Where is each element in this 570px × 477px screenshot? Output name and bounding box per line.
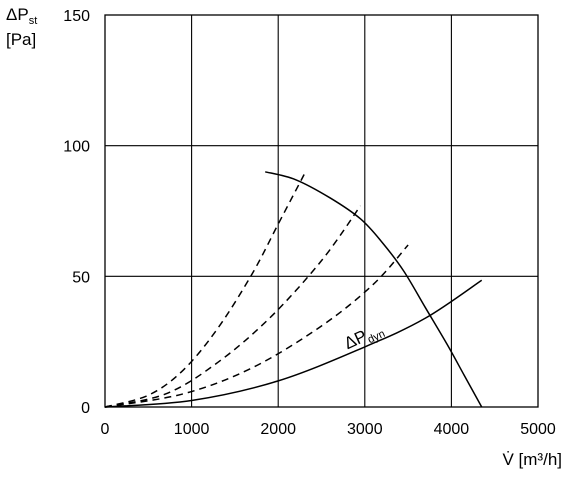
annotation-sub: dyn <box>366 328 387 346</box>
y-axis-label-main: ΔP <box>6 5 29 24</box>
annotation-dp-dyn: ΔPdyn <box>341 319 387 356</box>
x-tick-label: 0 <box>101 421 110 438</box>
y-tick-label: 0 <box>81 400 90 417</box>
y-tick-label: 100 <box>63 139 90 156</box>
x-tick-label: 2000 <box>260 421 296 438</box>
y-tick-label: 50 <box>72 269 90 286</box>
series-group <box>104 171 483 408</box>
x-tick-label: 5000 <box>520 421 556 438</box>
y-axis-unit: [Pa] <box>6 30 36 49</box>
x-tick-label: 1000 <box>174 421 210 438</box>
annotations: ΔPdyn <box>341 319 387 356</box>
y-axis-label-sub: st <box>29 15 38 27</box>
series-line-dashed-2 <box>104 174 305 408</box>
x-axis-label: V̇ [m³/h] <box>502 450 562 469</box>
grid-lines <box>105 15 538 407</box>
y-tick-label: 150 <box>63 8 90 25</box>
x-tick-label: 4000 <box>434 421 470 438</box>
series-line-solid-1 <box>104 279 483 408</box>
plot-area-frame <box>104 14 539 408</box>
annotation-main: ΔP <box>341 326 370 353</box>
series-line-solid-0 <box>265 171 483 408</box>
y-axis-label: ΔPst <box>6 5 37 27</box>
tick-labels: 0 1000 2000 3000 4000 5000 0 50 100 150 <box>63 8 556 438</box>
series-line-dashed-3 <box>104 205 362 408</box>
x-tick-label: 3000 <box>347 421 383 438</box>
series-line-dashed-4 <box>104 244 409 408</box>
